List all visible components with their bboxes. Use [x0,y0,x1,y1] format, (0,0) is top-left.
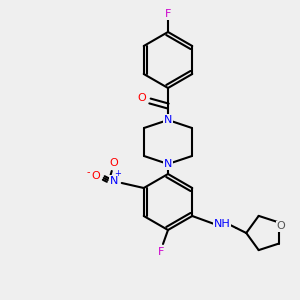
Text: O: O [110,158,118,168]
Text: -: - [87,167,91,177]
Text: N: N [110,176,118,186]
Text: F: F [158,247,164,257]
Text: N: N [164,115,172,125]
Text: O: O [92,171,100,181]
Text: O: O [138,93,146,103]
Text: F: F [165,9,171,19]
Text: O: O [276,221,285,231]
Text: +: + [114,169,121,178]
Text: N: N [164,159,172,169]
Text: NH: NH [214,219,231,229]
